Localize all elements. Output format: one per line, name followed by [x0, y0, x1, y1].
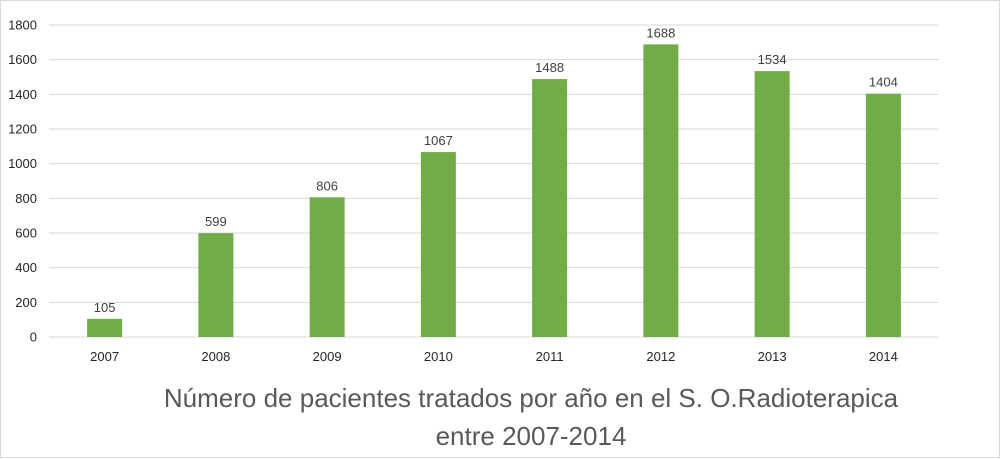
chart-title: Número de pacientes tratados por año en …	[61, 379, 1000, 455]
x-tick-label: 2011	[536, 349, 564, 364]
bar	[87, 318, 123, 337]
bar	[532, 79, 568, 337]
data-label: 1404	[869, 75, 898, 90]
bar	[420, 152, 456, 337]
data-label: 105	[94, 300, 116, 315]
chart-title-line-1: Número de pacientes tratados por año en …	[163, 383, 899, 413]
x-tick-label: 2010	[424, 349, 453, 364]
data-label: 1534	[758, 52, 787, 67]
x-tick-label: 2009	[313, 349, 342, 364]
x-tick-label: 2014	[869, 349, 898, 364]
y-tick-label: 600	[15, 226, 37, 241]
y-tick-label: 1000	[8, 156, 37, 171]
chart-title-line-2: entre 2007-2014	[435, 421, 627, 451]
y-tick-label: 1600	[8, 52, 37, 67]
x-tick-label: 2008	[201, 349, 230, 364]
data-label: 806	[316, 178, 338, 193]
y-tick-label: 0	[30, 330, 37, 345]
bar	[865, 93, 901, 337]
y-tick-label: 1200	[8, 122, 37, 137]
y-tick-label: 800	[15, 191, 37, 206]
bar	[643, 44, 679, 338]
y-tick-label: 1800	[8, 18, 37, 33]
y-tick-label: 400	[15, 260, 37, 275]
bar	[754, 71, 790, 338]
y-tick-label: 200	[15, 295, 37, 310]
y-tick-label: 1400	[8, 87, 37, 102]
data-label: 1488	[535, 60, 564, 75]
x-tick-label: 2007	[90, 349, 119, 364]
data-label: 599	[205, 214, 227, 229]
data-label: 1688	[646, 25, 675, 40]
data-label: 1067	[424, 133, 453, 148]
bar	[198, 233, 234, 337]
bar	[309, 197, 345, 337]
x-tick-label: 2013	[758, 349, 787, 364]
x-tick-label: 2012	[646, 349, 675, 364]
